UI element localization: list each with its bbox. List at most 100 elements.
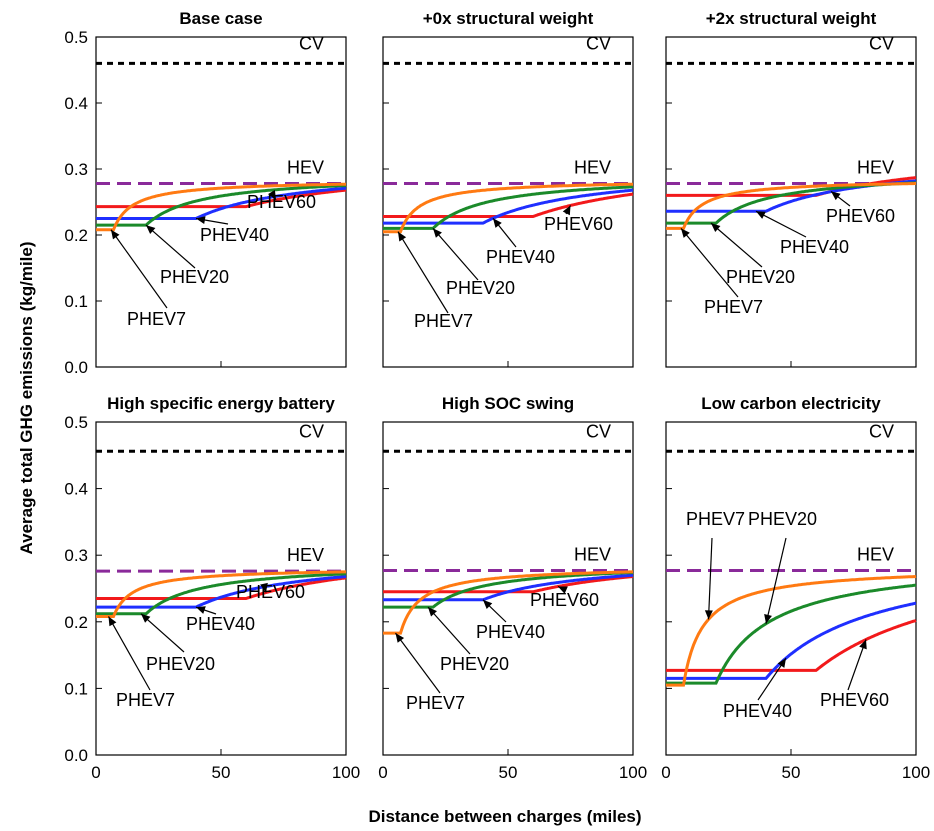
phev40-annotation-label: PHEV40 [200, 225, 269, 245]
cv-label: CV [869, 421, 894, 441]
phev40-annotation-label: PHEV40 [186, 614, 255, 634]
annotation-arrow [107, 616, 151, 691]
phev20-series-line [666, 583, 917, 685]
annotation-arrowhead [711, 223, 721, 233]
annotation-arrow [707, 537, 713, 620]
annotation-arrow [397, 231, 449, 314]
phev40-series-line [383, 188, 634, 225]
phev40-series-line [96, 575, 347, 609]
phev7-series-line [96, 182, 346, 232]
chart-panel: High specific energy battery 0.0 0.1 0.2 0.3… [64, 394, 360, 782]
phev60-annotation-label: PHEV60 [826, 206, 895, 226]
annotation-arrowhead [764, 614, 772, 624]
annotation-arrow [765, 537, 787, 624]
phev7-annotation-label: PHEV7 [414, 311, 473, 331]
y-tick-label: 0.0 [64, 746, 88, 765]
annotation-arrowhead [196, 606, 206, 614]
phev20-annotation-label: PHEV20 [726, 267, 795, 287]
annotation-arrowhead [831, 191, 841, 201]
panel-title: Base case [179, 9, 262, 28]
phev7-annotation-label: PHEV7 [406, 693, 465, 713]
x-tick-label: 100 [619, 763, 647, 782]
annotation-arrow [755, 210, 807, 238]
chart-panel: Base case 0.0 0.1 0.2 0.3 0.4 0.5 CV HEV PHEV7 PHE… [64, 9, 347, 377]
phev60-annotation-label: PHEV60 [544, 214, 613, 234]
phev60-annotation-label: PHEV60 [247, 192, 316, 212]
phev40-annotation-label: PHEV40 [476, 622, 545, 642]
panel-title: High specific energy battery [107, 394, 335, 413]
phev7-annotation-label: PHEV7 [704, 297, 763, 317]
annotation-arrow [710, 222, 763, 268]
hev-label: HEV [287, 545, 324, 565]
panel-title: High SOC swing [442, 394, 574, 413]
annotation-arrowhead [493, 218, 502, 228]
phev40-series-line [96, 186, 347, 220]
y-tick-label: 0.3 [64, 546, 88, 565]
x-tick-label: 100 [902, 763, 930, 782]
annotation-arrowhead [111, 229, 120, 240]
y-tick-label: 0.5 [64, 28, 88, 47]
x-tick-label: 100 [332, 763, 360, 782]
annotation-arrow [432, 228, 479, 281]
annotation-arrowhead [483, 599, 493, 609]
hev-label: HEV [857, 158, 894, 178]
annotation-arrowhead [777, 658, 786, 668]
chart-panels: Base case 0.0 0.1 0.2 0.3 0.4 0.5 CV HEV PHEV7 PHE… [64, 9, 930, 782]
phev40-series-line [666, 601, 917, 680]
phev7-series-line [96, 570, 346, 618]
annotation-arrowhead [141, 613, 151, 623]
annotation-arrow [140, 613, 185, 653]
y-tick-label: 0.5 [64, 413, 88, 432]
x-axis-title: Distance between charges (miles) [368, 807, 641, 826]
phev20-annotation-label: PHEV20 [160, 267, 229, 287]
x-tick-label: 0 [661, 763, 670, 782]
x-tick-label: 0 [91, 763, 100, 782]
cv-label: CV [299, 421, 324, 441]
phev40-annotation-label: PHEV40 [780, 237, 849, 257]
hev-label: HEV [574, 158, 611, 178]
phev20-series-line [383, 185, 634, 230]
y-tick-label: 0.2 [64, 613, 88, 632]
x-tick-label: 50 [499, 763, 518, 782]
y-tick-label: 0.2 [64, 226, 88, 245]
annotation-arrow [145, 224, 196, 269]
y-tick-label: 0.4 [64, 480, 88, 499]
y-tick-label: 0.3 [64, 160, 88, 179]
annotation-arrowhead [146, 225, 156, 235]
hev-label: HEV [287, 158, 324, 178]
chart-panel: +2x structural weight CV HEV PHEV7 PHEV20 PHE… [665, 9, 917, 368]
chart-panel: +0x structural weight CV HEV PHEV7 PHEV20 PHE… [382, 9, 634, 368]
y-axis-title: Average total GHG emissions (kg/mile) [17, 241, 36, 554]
x-tick-label: 50 [212, 763, 231, 782]
phev60-annotation-label: PHEV60 [530, 590, 599, 610]
annotation-arrowhead [558, 586, 568, 594]
annotation-arrow [427, 606, 471, 655]
phev7-series-line [666, 182, 916, 230]
annotation-arrowhead [268, 190, 276, 200]
phev20-annotation-label: PHEV20 [446, 278, 515, 298]
y-tick-label: 0.0 [64, 358, 88, 377]
annotation-arrow [110, 229, 168, 309]
x-tick-label: 50 [782, 763, 801, 782]
hev-label: HEV [857, 545, 894, 565]
annotation-arrowhead [428, 607, 437, 617]
annotation-arrowhead [196, 216, 206, 224]
phev7-series-line [383, 182, 633, 234]
phev60-annotation-label: PHEV60 [820, 690, 889, 710]
annotation-arrowhead [433, 228, 442, 238]
phev7-annotation-label: PHEV7 [116, 690, 175, 710]
y-tick-label: 0.1 [64, 679, 88, 698]
panel-title: +2x structural weight [706, 9, 877, 28]
annotation-arrow [680, 228, 739, 298]
cv-label: CV [586, 33, 611, 53]
phev20-series-line [96, 184, 347, 227]
annotation-arrowhead [704, 610, 713, 620]
phev7-series-line [383, 570, 633, 635]
phev40-series-line [383, 573, 634, 602]
x-tick-label: 0 [378, 763, 387, 782]
annotation-arrowhead [681, 228, 690, 238]
phev7-series-line [666, 575, 917, 687]
phev60-series-line [383, 192, 634, 218]
annotation-arrowhead [756, 211, 766, 219]
